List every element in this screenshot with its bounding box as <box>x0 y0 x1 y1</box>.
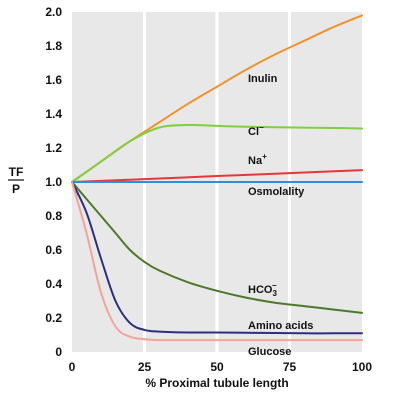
x-tick-label: 0 <box>69 360 76 374</box>
x-tick-label: 25 <box>138 360 152 374</box>
series-labels: Inulin Cl− Na+ Osmolality HCO3− Amino acids Gl… <box>248 73 313 358</box>
y-tick-label: 0.6 <box>45 243 62 257</box>
series-layer <box>71 14 363 342</box>
series-line-amino-acids <box>71 181 363 335</box>
x-axis-title: % Proximal tubule length <box>145 376 288 390</box>
series-label-amino-acids: Amino acids <box>248 320 313 332</box>
x-tick-label: 100 <box>352 360 372 374</box>
x-tick-label: 50 <box>210 360 224 374</box>
series-line-hco3 <box>71 181 363 314</box>
y-tick-label: 0.8 <box>45 209 62 223</box>
series-line-glucose <box>71 181 363 342</box>
y-axis-title-top: TF <box>9 165 24 179</box>
series-label-na: Na+ <box>248 152 267 167</box>
y-axis-ticks: 0 0.2 0.4 0.6 0.8 1.0 1.2 1.4 1.6 1.8 2.0 <box>45 5 62 359</box>
y-tick-label: 0.4 <box>45 277 62 291</box>
y-tick-label: 1.2 <box>45 141 62 155</box>
series-label-hco3: HCO3− <box>248 281 277 298</box>
y-tick-label: 1.8 <box>45 39 62 53</box>
series-line-na <box>71 169 363 183</box>
series-label-glucose: Glucose <box>248 346 291 358</box>
x-axis-ticks: 0 25 50 75 100 <box>69 360 373 374</box>
y-tick-label: 2.0 <box>45 5 62 19</box>
series-label-inulin: Inulin <box>248 73 278 85</box>
y-tick-label: 0 <box>55 345 62 359</box>
y-axis-title-bottom: P <box>12 182 20 196</box>
y-tick-label: 1.6 <box>45 73 62 87</box>
y-tick-label: 1.0 <box>45 175 62 189</box>
y-tick-label: 1.4 <box>45 107 62 121</box>
y-tick-label: 0.2 <box>45 311 62 325</box>
series-line-cl <box>71 123 363 183</box>
x-tick-label: 75 <box>283 360 297 374</box>
series-label-cl: Cl− <box>248 123 264 138</box>
series-label-osmolality: Osmolality <box>248 186 305 198</box>
